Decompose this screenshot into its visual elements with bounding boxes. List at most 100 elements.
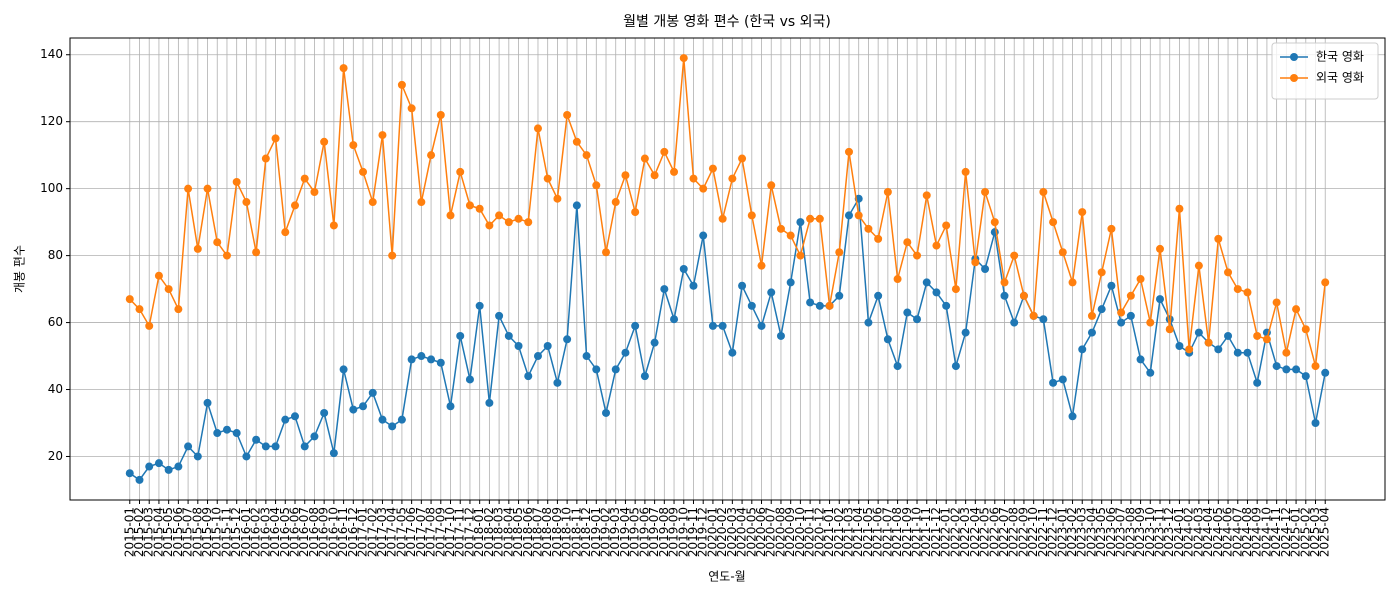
data-point <box>592 365 601 374</box>
data-point <box>1117 318 1126 327</box>
x-tick-label: 2015-06 <box>171 507 185 557</box>
x-tick-label: 2018-09 <box>550 507 564 557</box>
x-tick-label: 2016-03 <box>258 507 272 557</box>
data-point <box>738 281 747 290</box>
x-tick-label: 2020-07 <box>764 507 778 557</box>
data-point <box>1175 342 1184 350</box>
data-point <box>582 352 591 361</box>
data-point <box>747 211 756 220</box>
data-point <box>1146 318 1155 327</box>
x-tick-label: 2018-05 <box>511 507 525 557</box>
x-tick-label: 2024-02 <box>1182 507 1196 557</box>
data-point <box>981 188 990 196</box>
data-point <box>767 288 776 297</box>
data-point <box>1000 291 1009 300</box>
x-tick-label: 2022-11 <box>1036 507 1050 557</box>
data-point <box>699 184 708 193</box>
data-point <box>893 275 902 284</box>
data-point <box>495 211 504 220</box>
legend-marker <box>1290 74 1298 82</box>
x-tick-label: 2018-03 <box>492 507 506 557</box>
y-tick-label: 20 <box>48 449 63 463</box>
data-point <box>767 181 776 190</box>
x-tick-label: 2025-04 <box>1318 507 1332 557</box>
data-point <box>718 321 727 330</box>
data-point <box>922 191 931 200</box>
data-point <box>1049 378 1058 387</box>
data-point <box>738 154 747 163</box>
x-tick-label: 2023-03 <box>1075 507 1089 557</box>
data-point <box>1087 311 1096 320</box>
x-tick-label: 2021-10 <box>910 507 924 557</box>
x-tick-label: 2024-03 <box>1191 507 1205 557</box>
data-point <box>699 231 708 240</box>
x-tick-label: 2015-08 <box>190 507 204 557</box>
x-tick-label: 2019-06 <box>637 507 651 557</box>
data-point <box>1156 244 1165 253</box>
x-tick-label: 2019-05 <box>628 507 642 557</box>
data-point <box>660 285 669 294</box>
data-point <box>631 321 640 330</box>
data-point <box>1165 325 1174 334</box>
data-point <box>572 137 581 146</box>
data-point <box>1321 368 1330 377</box>
x-tick-label: 2022-08 <box>1007 507 1021 557</box>
data-point <box>514 214 523 223</box>
data-point <box>359 167 368 176</box>
x-tick-label: 2020-04 <box>735 507 749 557</box>
data-point <box>446 402 455 411</box>
data-point <box>553 194 562 203</box>
data-point <box>776 224 785 233</box>
data-point <box>1107 224 1116 233</box>
data-point <box>349 141 358 150</box>
data-point <box>1253 331 1262 340</box>
x-tick-label: 2023-09 <box>1133 507 1147 557</box>
plot-frame <box>69 37 1386 501</box>
data-point <box>378 131 387 140</box>
x-tick-label: 2021-04 <box>851 507 865 557</box>
x-tick-label: 2020-10 <box>793 507 807 557</box>
data-point <box>961 167 970 176</box>
data-point <box>1019 291 1028 300</box>
data-point <box>203 184 212 193</box>
x-tick-label: 2024-04 <box>1201 507 1215 557</box>
data-point <box>359 402 368 411</box>
x-tick-label: 2018-11 <box>569 507 583 557</box>
data-point <box>747 301 756 310</box>
x-tick-label: 2020-01 <box>705 507 719 557</box>
x-tick-label: 2019-10 <box>676 507 690 557</box>
data-point <box>135 475 144 484</box>
data-point <box>611 198 620 207</box>
y-tick-label: 40 <box>48 382 63 396</box>
data-point <box>1194 328 1203 337</box>
data-point <box>125 469 134 478</box>
data-point <box>883 188 892 196</box>
x-tick-label: 2024-05 <box>1211 507 1225 557</box>
data-point <box>903 238 912 247</box>
x-tick-label: 2018-12 <box>579 507 593 557</box>
data-point <box>184 442 193 451</box>
x-tick-label: 2017-05 <box>394 507 408 557</box>
x-tick-label: 2020-09 <box>783 507 797 557</box>
x-tick-label: 2017-01 <box>356 507 370 557</box>
data-point <box>397 80 406 89</box>
x-tick-label: 2022-01 <box>939 507 953 557</box>
data-point <box>1058 248 1067 257</box>
data-point <box>1185 345 1194 354</box>
data-point <box>951 362 960 371</box>
data-point <box>310 188 319 196</box>
x-tick-label: 2021-08 <box>890 507 904 557</box>
x-tick-label: 2024-11 <box>1269 507 1283 557</box>
x-tick-label: 2023-08 <box>1123 507 1137 557</box>
x-tick-label: 2022-02 <box>948 507 962 557</box>
data-point <box>261 442 270 451</box>
data-point <box>193 244 202 253</box>
x-tick-label: 2021-12 <box>929 507 943 557</box>
y-tick-label: 100 <box>40 181 63 195</box>
x-tick-label: 2019-03 <box>608 507 622 557</box>
x-tick-label: 2023-01 <box>1055 507 1069 557</box>
data-point <box>553 378 562 387</box>
data-point <box>621 171 630 180</box>
x-tick-label: 2025-01 <box>1289 507 1303 557</box>
data-point <box>757 321 766 330</box>
